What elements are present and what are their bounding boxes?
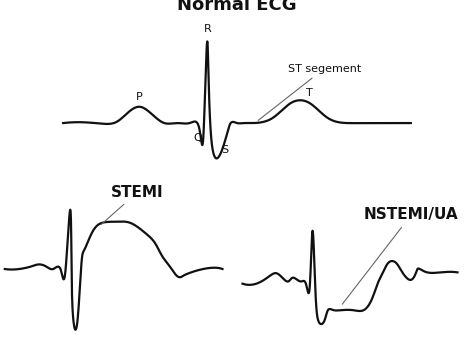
Text: Q: Q	[193, 133, 202, 143]
Text: STEMI: STEMI	[101, 185, 164, 224]
Title: Normal ECG: Normal ECG	[177, 0, 297, 14]
Text: S: S	[221, 145, 228, 155]
Text: R: R	[203, 24, 211, 34]
Text: T: T	[306, 88, 313, 98]
Text: ST segement: ST segement	[258, 64, 361, 120]
Text: NSTEMI/UA: NSTEMI/UA	[342, 207, 458, 304]
Text: P: P	[136, 92, 142, 102]
